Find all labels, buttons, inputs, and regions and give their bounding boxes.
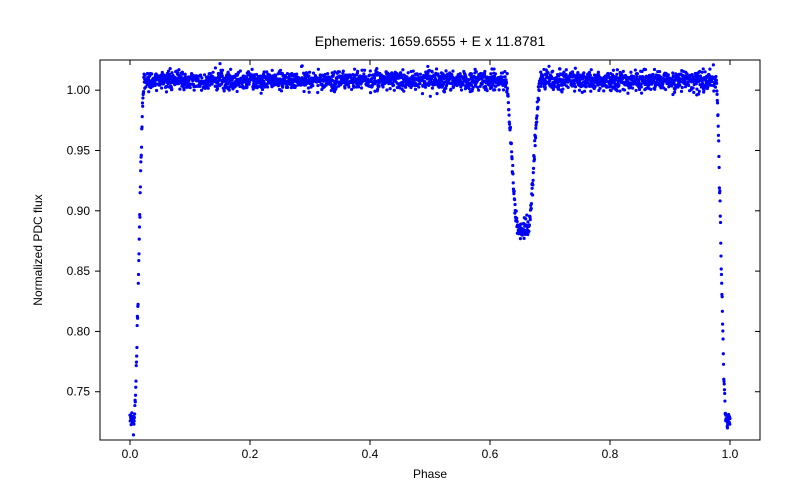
chart-title: Ephemeris: 1659.6555 + E x 11.8781 [315, 33, 546, 49]
y-axis-label: Normalized PDC flux [31, 194, 45, 305]
y-tick-label: 0.85 [67, 264, 91, 278]
x-axis-label: Phase [413, 467, 447, 481]
x-tick-label: 0.6 [482, 447, 499, 461]
y-tick-label: 0.75 [67, 385, 91, 399]
light-curve-chart: 0.0 0.2 0.4 0.6 0.8 1.0 0.75 0.80 0.85 0.90 0.95 1.… [0, 0, 800, 500]
y-tick-label: 0.95 [67, 143, 91, 157]
y-tick-label: 0.80 [67, 324, 91, 338]
x-tick-label: 0.4 [362, 447, 379, 461]
x-tick-label: 1.0 [722, 447, 739, 461]
y-tick-label: 1.00 [67, 83, 91, 97]
x-tick-label: 0.0 [122, 447, 139, 461]
y-tick-label: 0.90 [67, 204, 91, 218]
x-tick-label: 0.2 [242, 447, 259, 461]
x-tick-label: 0.8 [602, 447, 619, 461]
